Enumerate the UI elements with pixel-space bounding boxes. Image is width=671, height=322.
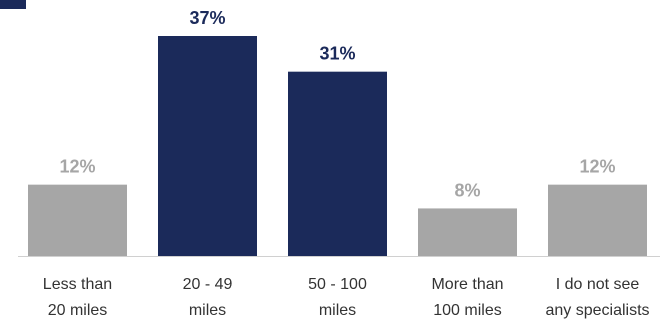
category-label-4-line-2: 100 miles [433,302,501,319]
category-label-5-line-2: any specialists [545,302,649,319]
data-label-1: 12% [59,157,95,177]
category-label-3-line-1: 50 - 100 [308,276,367,293]
bar-4 [418,208,517,256]
corner-accent [0,0,26,9]
bar-5 [548,184,647,256]
category-label-2-line-2: miles [189,302,226,319]
bar-3 [288,71,387,256]
data-label-5: 12% [579,157,615,177]
data-label-3: 31% [319,44,355,64]
category-label-3-line-2: miles [319,302,356,319]
category-label-1-line-1: Less than [43,276,112,293]
data-label-4: 8% [454,180,480,200]
category-label-2-line-1: 20 - 49 [183,276,233,293]
category-label-5-line-1: I do not see [556,276,640,293]
bar-2 [158,36,257,256]
data-label-2: 37% [189,8,225,28]
category-label-4-line-1: More than [431,276,503,293]
category-label-1-line-2: 20 miles [48,302,108,319]
bar-1 [28,184,127,256]
